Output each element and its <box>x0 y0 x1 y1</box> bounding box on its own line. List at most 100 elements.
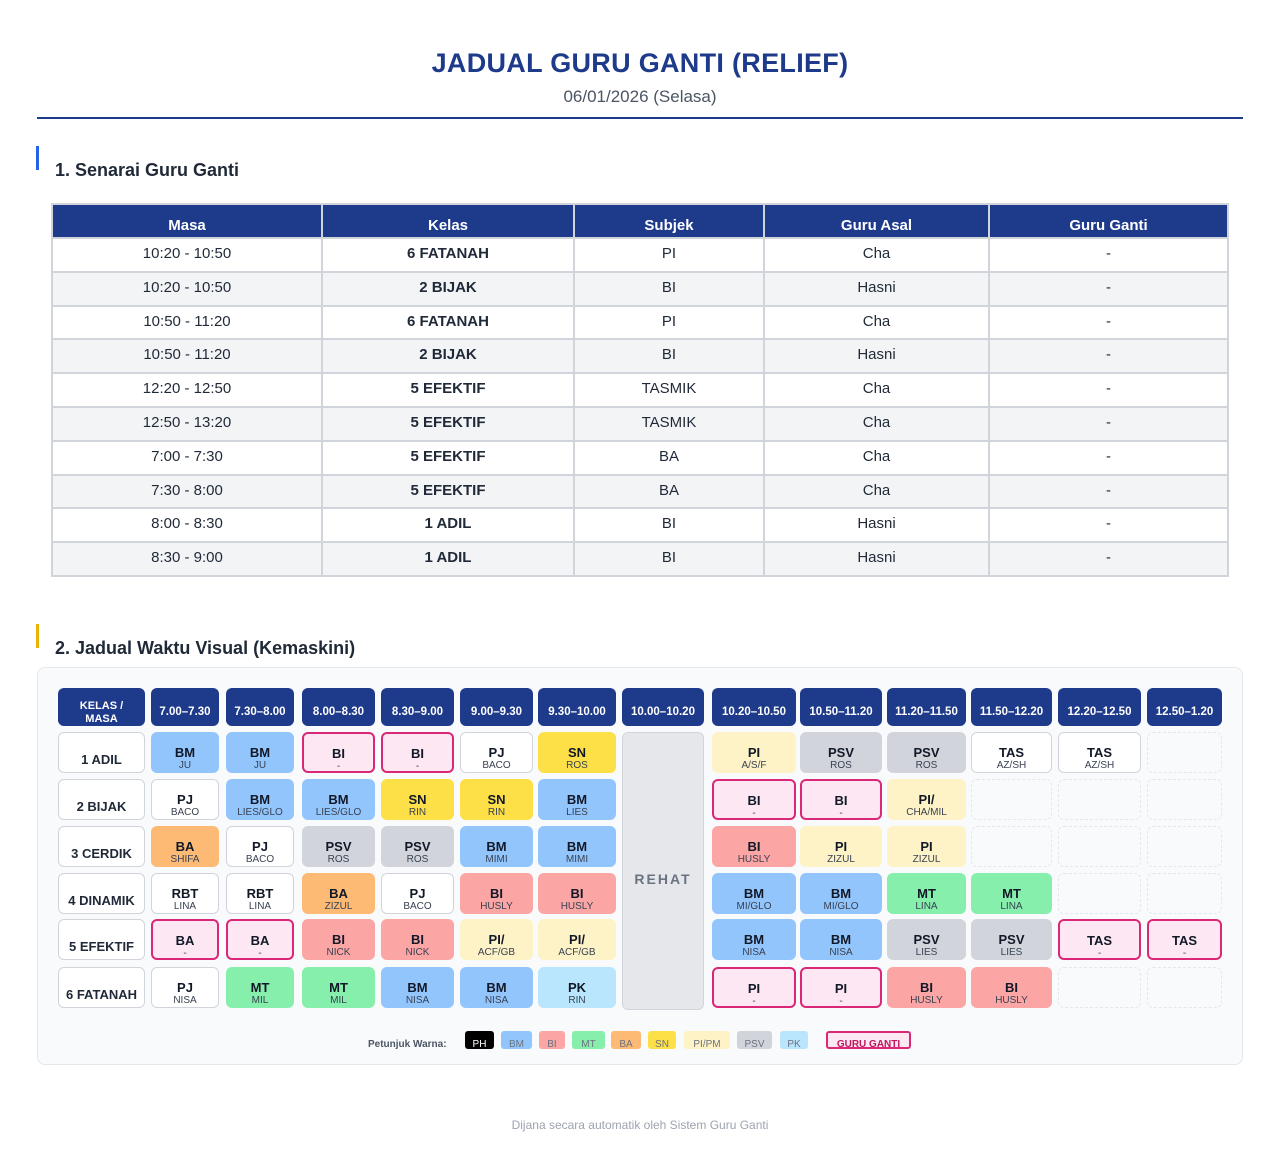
slot-teacher: HUSLY <box>480 901 513 912</box>
time-header: 7.30–8.00 <box>226 688 294 726</box>
slot-subject: BM <box>407 980 428 995</box>
cell-guru-ganti: - <box>988 304 1229 341</box>
slot-subject: SN <box>487 792 506 807</box>
slot-subject: BA <box>175 839 195 854</box>
slot-teacher: - <box>839 808 843 819</box>
cell-kelas: 6 FATANAH <box>321 304 575 341</box>
timetable-slot: MT LINA <box>887 873 966 914</box>
empty-slot <box>1147 873 1222 914</box>
timetable-slot: PI/ACF/GB <box>460 919 533 960</box>
cell-guru-asal: Hasni <box>763 338 990 375</box>
relief-slot: BA - <box>226 919 294 960</box>
cell-guru-asal: Cha <box>763 372 990 408</box>
slot-teacher: RIN <box>568 995 586 1006</box>
empty-slot <box>1147 779 1222 820</box>
empty-slot <box>971 826 1052 867</box>
time-header: 9.00–9.30 <box>460 688 533 726</box>
cell-kelas: 2 BIJAK <box>321 270 575 307</box>
legend-label: Petunjuk Warna: <box>368 1039 447 1050</box>
slot-teacher: NICK <box>326 947 351 958</box>
slot-teacher: NISA <box>742 947 766 958</box>
timetable-slot: BI NICK <box>302 919 375 960</box>
section1-heading-text: 1. Senarai Guru Ganti <box>55 160 240 180</box>
page-date: 06/01/2026 (Selasa) <box>563 87 717 106</box>
timetable-slot: BM LIES <box>538 779 616 820</box>
time-header: 7.00–7.30 <box>151 688 219 726</box>
slot-teacher: NISA <box>173 995 197 1006</box>
table-row: 12:20 - 12:50 5 EFEKTIF TASMIK Cha - <box>51 372 1229 408</box>
cell-masa: 8:30 - 9:00 <box>51 541 323 577</box>
slot-subject: BM <box>566 792 588 807</box>
legend-item: PI/PM <box>684 1031 730 1050</box>
legend-item: PH <box>465 1031 494 1050</box>
relief-slot: PI - <box>800 967 882 1008</box>
timetable-slot: BI HUSLY <box>971 967 1052 1008</box>
time-header: 12.50–1.20 <box>1147 688 1222 726</box>
legend-item: GURU GANTI <box>826 1031 911 1050</box>
timetable-slot: BM LIES/GLO <box>302 779 375 820</box>
slot-subject: PI <box>747 981 761 996</box>
slot-subject: TAS <box>1171 933 1198 948</box>
slot-teacher: ROS <box>830 760 852 771</box>
slot-subject: PJ <box>409 886 426 901</box>
relief-slot: PI - <box>712 967 796 1008</box>
cell-kelas: 5 EFEKTIF <box>321 473 575 510</box>
slot-teacher: LINA <box>173 901 197 912</box>
slot-teacher: - <box>752 996 756 1007</box>
slot-teacher: ROS <box>566 760 588 771</box>
legend-item: BI <box>539 1031 565 1050</box>
slot-subject: BI <box>332 932 345 947</box>
slot-teacher: - <box>1097 948 1102 959</box>
timetable-slot: SN RIN <box>381 779 454 820</box>
relief-slot: BA - <box>151 919 219 960</box>
table-row: 12:50 - 13:20 5 EFEKTIF TASMIK Cha - <box>51 405 1229 442</box>
slot-subject: BA <box>175 933 195 948</box>
timetable-slot: BI HUSLY <box>887 967 966 1008</box>
table-row: 10:20 - 10:50 2 BIJAK BI Hasni - <box>51 270 1229 307</box>
class-label: 5 EFEKTIF <box>58 919 145 960</box>
relief-table: Masa Kelas Subjek Guru Asal Guru Ganti 1… <box>51 203 1229 577</box>
timetable-slot: BI HUSLY <box>712 826 796 867</box>
slot-teacher: SHIFA <box>170 854 200 865</box>
slot-subject: PSV <box>998 932 1025 947</box>
relief-table-body: 10:20 - 10:50 6 FATANAH PI Cha -10:20 - 10:5… <box>51 237 1229 577</box>
timetable-slot: PI ZIZUL <box>887 826 966 867</box>
table-row: 8:00 - 8:30 1 ADIL BI Hasni - <box>51 507 1229 544</box>
slot-teacher: HUSLY <box>560 901 594 912</box>
slot-subject: BI <box>490 886 503 901</box>
cell-masa: 12:20 - 12:50 <box>51 372 323 408</box>
slot-subject: MT <box>1002 886 1021 901</box>
slot-subject: TAS <box>1086 745 1113 760</box>
slot-subject: BI <box>920 980 933 995</box>
slot-subject: MT <box>250 980 270 995</box>
slot-subject: BI <box>570 886 584 901</box>
slot-teacher: MI/GLO <box>736 901 772 912</box>
slot-teacher: NISA <box>484 995 509 1006</box>
time-header: 11.20–11.50 <box>887 688 966 726</box>
cell-subjek: TASMIK <box>573 372 765 408</box>
cell-subjek: BA <box>573 473 765 510</box>
slot-subject: MT <box>917 886 936 901</box>
empty-slot <box>1058 826 1141 867</box>
cell-guru-asal: Hasni <box>763 507 990 544</box>
relief-slot: BI - <box>800 779 882 820</box>
cell-guru-asal: Cha <box>763 304 990 341</box>
cell-guru-asal: Hasni <box>763 270 990 307</box>
col-kelas: Kelas <box>321 203 575 239</box>
section2-heading: 2. Jadual Waktu Visual (Kemaskini) <box>36 624 355 659</box>
slot-subject: PJ <box>177 980 193 995</box>
slot-teacher: - <box>415 761 420 772</box>
cell-subjek: BA <box>573 439 765 476</box>
timetable-slot: BM NISA <box>800 919 882 960</box>
slot-subject: BM <box>249 792 271 807</box>
slot-teacher: NICK <box>405 947 430 958</box>
slot-subject: BA <box>329 886 348 901</box>
cell-masa: 10:20 - 10:50 <box>51 270 323 307</box>
cell-guru-ganti: - <box>988 507 1229 544</box>
timetable-slot: PJ BACO <box>151 779 219 820</box>
timetable-slot: BM NISA <box>712 919 796 960</box>
slot-teacher: MIMI <box>565 854 589 865</box>
cell-masa: 7:00 - 7:30 <box>51 439 323 476</box>
slot-teacher: ROS <box>327 854 350 865</box>
timetable-slot: BM MIMI <box>538 826 616 867</box>
